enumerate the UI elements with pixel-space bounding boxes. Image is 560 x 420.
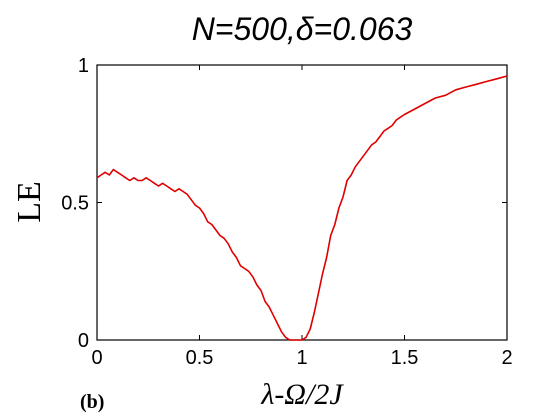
- series-line-0: [96, 75, 508, 341]
- y-tick-label: 1: [78, 55, 89, 77]
- x-axis-label: λ-Ω/2J: [260, 378, 344, 411]
- panel-label: (b): [80, 391, 104, 413]
- x-tick-label: 1: [296, 347, 307, 369]
- series-layer: [96, 75, 508, 341]
- x-tick-label: 0.5: [186, 347, 214, 369]
- y-tick-label: 0.5: [61, 193, 89, 215]
- y-axis-ticks: 00.51: [61, 55, 507, 352]
- y-axis-label: LE: [11, 181, 48, 223]
- x-tick-label: 2: [501, 347, 512, 369]
- x-axis-ticks: 0 0.5 1 1.5 2: [91, 65, 513, 369]
- y-tick-label: 0: [78, 330, 89, 352]
- x-tick-label: 1.5: [391, 347, 419, 369]
- axes-frame: [96, 64, 508, 341]
- plot-area: 0 0.5 1 1.5 2 00.51: [61, 55, 512, 369]
- x-tick-label: 0: [91, 347, 102, 369]
- chart-title: N=500,δ=0.063: [192, 11, 413, 47]
